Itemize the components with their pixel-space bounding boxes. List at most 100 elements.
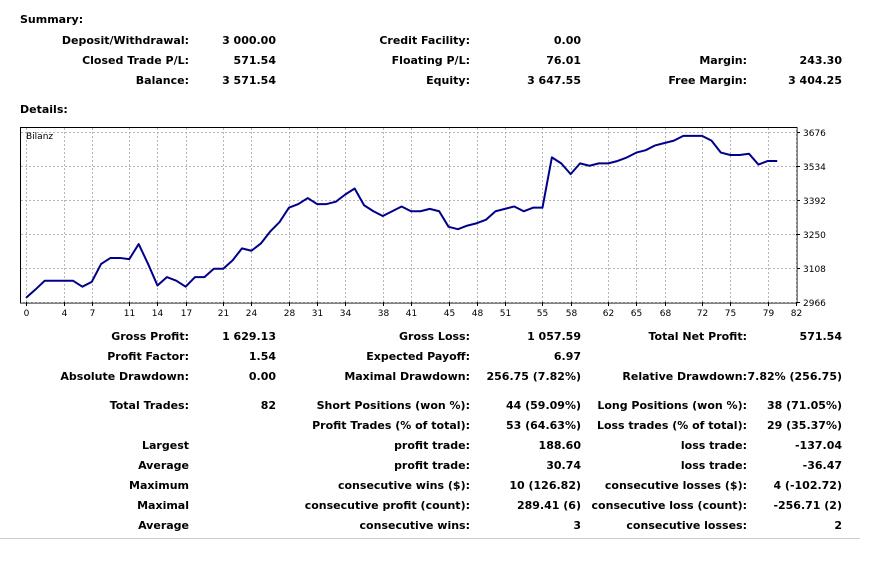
expected-payoff-label: Expected Payoff: [366, 350, 470, 363]
max-consecutive-wins-label: consecutive wins ($): [337, 479, 470, 492]
total-net-profit-label: Total Net Profit: [648, 330, 748, 343]
maximal-consecutive-profit-label: consecutive profit (count): [304, 499, 470, 512]
credit-label: Credit Facility: [379, 34, 470, 47]
profit-factor-label: Profit Factor: [107, 350, 189, 363]
chart-xtick-label: 62 [603, 309, 614, 319]
largest-label: Largest [142, 439, 189, 452]
profit-factor-value: 1.54 [248, 350, 276, 363]
average-loss-value: -36.47 [802, 459, 842, 472]
chart-ytick-label: 3250 [803, 231, 826, 241]
chart-xtick-label: 51 [500, 309, 511, 319]
chart-xtick-label: 65 [631, 309, 642, 319]
chart-xtick-label: 28 [284, 309, 296, 319]
balance-chart: 3676 3534 3392 3250 3108 2966 0 4 7 11 14 17 21 24 28 3… [20, 127, 826, 319]
average-loss-label: loss trade: [680, 459, 747, 472]
equity-label: Equity: [426, 74, 470, 87]
average-consecutive-label: Average [138, 519, 189, 532]
chart-ytick-label: 2966 [803, 299, 826, 309]
total-trades-label: Total Trades: [109, 399, 189, 412]
chart-xtick-label: 68 [660, 309, 672, 319]
average-label: Average [138, 459, 189, 472]
avg-consecutive-losses-value: 2 [834, 519, 842, 532]
absolute-drawdown-label: Absolute Drawdown: [60, 370, 189, 383]
largest-profit-value: 188.60 [538, 439, 581, 452]
gross-loss-value: 1 057.59 [527, 330, 581, 343]
chart-xtick-label: 72 [697, 309, 708, 319]
avg-consecutive-wins-value: 3 [573, 519, 581, 532]
balance-label: Balance: [135, 74, 189, 87]
loss-trades-value: 29 (35.37%) [766, 419, 842, 432]
maximum-label: Maximum [129, 479, 189, 492]
chart-xtick-label: 17 [181, 309, 192, 319]
long-positions-value: 38 (71.05%) [766, 399, 842, 412]
chart-series-line [25, 134, 778, 299]
gross-loss-label: Gross Loss: [399, 330, 470, 343]
closed-trade-value: 571.54 [233, 54, 276, 67]
equity-value: 3 647.55 [527, 74, 581, 87]
chart-frame [20, 127, 798, 304]
credit-value: 0.00 [553, 34, 581, 47]
chart-xtick-label: 14 [152, 309, 164, 319]
loss-trades-label: Loss trades (% of total): [596, 419, 747, 432]
relative-drawdown-label: Relative Drawdown: [622, 370, 747, 383]
floating-value: 76.01 [546, 54, 581, 67]
chart-xtick-label: 7 [90, 309, 96, 319]
relative-drawdown-value: 7.82% (256.75) [747, 370, 843, 383]
profit-trades-label: Profit Trades (% of total): [312, 419, 470, 432]
chart-xtick-label: 55 [537, 309, 548, 319]
chart-xtick-label: 31 [312, 309, 323, 319]
closed-trade-label: Closed Trade P/L: [82, 54, 189, 67]
chart-xtick-label: 38 [378, 309, 390, 319]
maximal-consecutive-loss-value: -256.71 (2) [773, 499, 842, 512]
chart-xtick-label: 34 [340, 309, 352, 319]
margin-value: 243.30 [799, 54, 842, 67]
floating-label: Floating P/L: [391, 54, 470, 67]
largest-loss-value: -137.04 [794, 439, 842, 452]
chart-xtick-label: 79 [763, 309, 775, 319]
avg-consecutive-wins-label: consecutive wins: [359, 519, 470, 532]
free-margin-value: 3 404.25 [788, 74, 842, 87]
short-positions-value: 44 (59.09%) [505, 399, 581, 412]
absolute-drawdown-value: 0.00 [248, 370, 276, 383]
chart-xtick-label: 0 [24, 309, 30, 319]
maximal-label: Maximal [137, 499, 189, 512]
chart-xtick-label: 48 [472, 309, 484, 319]
maximal-drawdown-label: Maximal Drawdown: [344, 370, 470, 383]
deposit-value: 3 000.00 [222, 34, 276, 47]
chart-xtick-label: 4 [62, 309, 68, 319]
chart-xtick-label: 41 [406, 309, 417, 319]
chart-ytick-label: 3534 [803, 163, 826, 173]
chart-ytick-label: 3676 [803, 129, 826, 139]
max-consecutive-wins-value: 10 (126.82) [509, 479, 581, 492]
chart-ytick-label: 3392 [803, 197, 826, 207]
chart-xtick-label: 45 [444, 309, 455, 319]
largest-loss-label: loss trade: [680, 439, 747, 452]
summary-title: Summary: [20, 13, 84, 26]
chart-xtick-label: 11 [124, 309, 135, 319]
bottom-divider [0, 538, 860, 539]
chart-ytick-label: 3108 [803, 265, 826, 275]
profit-trades-value: 53 (64.63%) [505, 419, 581, 432]
total-net-profit-value: 571.54 [799, 330, 842, 343]
chart-xtick-label: 58 [566, 309, 578, 319]
gross-profit-label: Gross Profit: [111, 330, 189, 343]
largest-profit-label: profit trade: [394, 439, 470, 452]
average-profit-label: profit trade: [394, 459, 470, 472]
expected-payoff-value: 6.97 [553, 350, 581, 363]
chart-xtick-label: 75 [725, 309, 736, 319]
avg-consecutive-losses-label: consecutive losses: [626, 519, 747, 532]
total-trades-value: 82 [260, 399, 276, 412]
gross-profit-value: 1 629.13 [222, 330, 276, 343]
maximal-consecutive-loss-label: consecutive loss (count): [591, 499, 747, 512]
chart-xtick-label: 82 [791, 309, 802, 319]
long-positions-label: Long Positions (won %): [597, 399, 747, 412]
chart-xtick-label: 21 [218, 309, 229, 319]
maximal-consecutive-profit-value: 289.41 (6) [517, 499, 581, 512]
details-title: Details: [20, 103, 68, 116]
max-consecutive-losses-label: consecutive losses ($): [604, 479, 747, 492]
max-consecutive-losses-value: 4 (-102.72) [773, 479, 842, 492]
short-positions-label: Short Positions (won %): [316, 399, 470, 412]
margin-label: Margin: [699, 54, 747, 67]
free-margin-label: Free Margin: [668, 74, 747, 87]
chart-xtick-label: 24 [246, 309, 258, 319]
